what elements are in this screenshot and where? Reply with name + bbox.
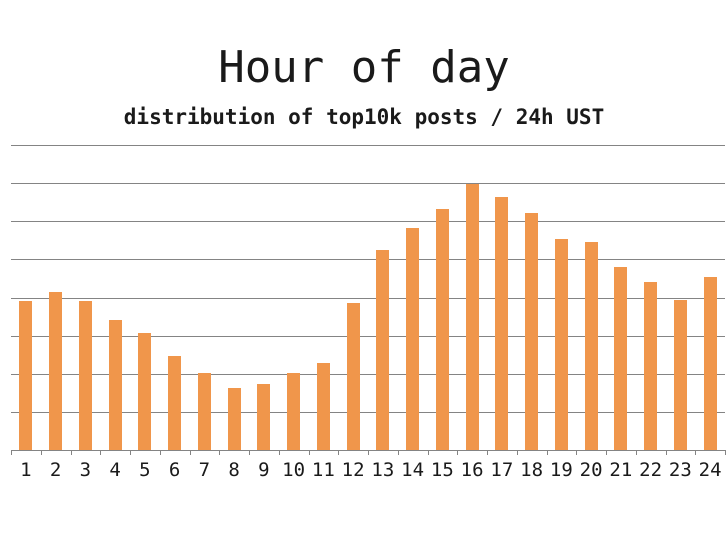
x-tick xyxy=(219,451,220,455)
bar-hour-20 xyxy=(584,242,598,450)
x-tick-label-12: 12 xyxy=(341,459,365,481)
x-tick-label-14: 14 xyxy=(401,459,425,481)
x-tick-label-21: 21 xyxy=(609,459,633,481)
x-tick xyxy=(279,451,280,455)
x-tick-label-18: 18 xyxy=(520,459,544,481)
x-tick-label-16: 16 xyxy=(460,459,484,481)
x-tick-label-3: 3 xyxy=(79,459,92,481)
x-tick-label-9: 9 xyxy=(258,459,270,481)
bar-hour-18 xyxy=(525,212,539,450)
gridline xyxy=(11,183,725,185)
x-tick xyxy=(249,451,250,455)
x-tick xyxy=(457,451,458,455)
gridline xyxy=(11,335,725,337)
gridline xyxy=(11,145,725,146)
x-tick xyxy=(368,451,369,455)
bar-hour-3 xyxy=(78,300,92,450)
bar-hour-16 xyxy=(465,184,479,450)
plot-area: 1 2 3 4 5 6 7 8 9 10 11 12 13 14 15 16 17 18 19 20 21 22 23 24 xyxy=(11,145,726,481)
bar-hour-8 xyxy=(227,387,241,450)
x-tick-label-22: 22 xyxy=(639,459,663,481)
x-tick-label-13: 13 xyxy=(371,459,395,481)
x-tick xyxy=(100,451,101,455)
x-tick xyxy=(309,451,310,455)
gridline xyxy=(11,373,725,375)
x-tick xyxy=(517,451,518,455)
bar-hour-21 xyxy=(614,267,628,450)
x-tick xyxy=(11,451,12,455)
x-tick-label-8: 8 xyxy=(228,459,240,481)
x-tick xyxy=(130,451,131,455)
bar-hour-6 xyxy=(168,355,182,450)
bar-hour-12 xyxy=(346,302,360,450)
x-tick xyxy=(190,451,191,455)
chart-subtitle: distribution of top10k posts / 24h UST xyxy=(123,105,605,129)
bar-hour-19 xyxy=(554,239,568,450)
x-tick xyxy=(636,451,637,455)
bar-hour-7 xyxy=(197,372,211,450)
x-tick xyxy=(547,451,548,455)
x-tick-label-20: 20 xyxy=(579,459,603,481)
x-tick xyxy=(695,451,696,455)
gridline xyxy=(11,297,725,299)
x-tick-label-24: 24 xyxy=(698,459,722,481)
x-tick-label-15: 15 xyxy=(430,459,454,481)
x-tick-label-5: 5 xyxy=(139,459,151,481)
x-tick xyxy=(41,451,42,455)
x-tick xyxy=(666,451,667,455)
x-tick xyxy=(606,451,607,455)
bar-hour-13 xyxy=(376,249,390,450)
x-tick-label-6: 6 xyxy=(168,459,181,481)
bar-hour-4 xyxy=(108,319,122,450)
bar-hour-23 xyxy=(673,300,687,450)
bar-hour-1 xyxy=(19,301,33,450)
gridline xyxy=(11,221,725,223)
gridline xyxy=(11,411,725,413)
bar-hour-17 xyxy=(495,196,509,450)
x-tick xyxy=(576,451,577,455)
x-tick xyxy=(338,451,339,455)
bar-hour-10 xyxy=(287,372,301,450)
x-tick-label-2: 2 xyxy=(49,459,62,481)
chart-title: Hour of day xyxy=(218,42,510,93)
bar-hour-22 xyxy=(644,281,658,450)
bar-hour-11 xyxy=(316,363,330,450)
bar-hour-15 xyxy=(435,209,449,450)
x-tick xyxy=(487,451,488,455)
x-tick-label-7: 7 xyxy=(198,459,211,481)
x-tick xyxy=(428,451,429,455)
gridline xyxy=(11,259,725,261)
x-tick-label-11: 11 xyxy=(311,459,335,481)
x-tick xyxy=(71,451,72,455)
x-tick-label-17: 17 xyxy=(490,459,514,481)
x-tick-label-1: 1 xyxy=(20,459,32,481)
x-tick-label-10: 10 xyxy=(282,459,306,481)
x-axis xyxy=(11,450,726,451)
bar-hour-24 xyxy=(703,277,717,450)
x-tick xyxy=(160,451,161,455)
x-tick-label-23: 23 xyxy=(668,459,692,481)
bar-hour-5 xyxy=(138,333,152,450)
bar-hour-14 xyxy=(406,228,420,450)
x-tick-label-19: 19 xyxy=(549,459,573,481)
x-tick-label-4: 4 xyxy=(109,459,121,481)
bar-hour-2 xyxy=(49,291,63,450)
x-tick xyxy=(725,451,726,455)
x-tick xyxy=(398,451,399,455)
bar-hour-9 xyxy=(257,383,271,450)
